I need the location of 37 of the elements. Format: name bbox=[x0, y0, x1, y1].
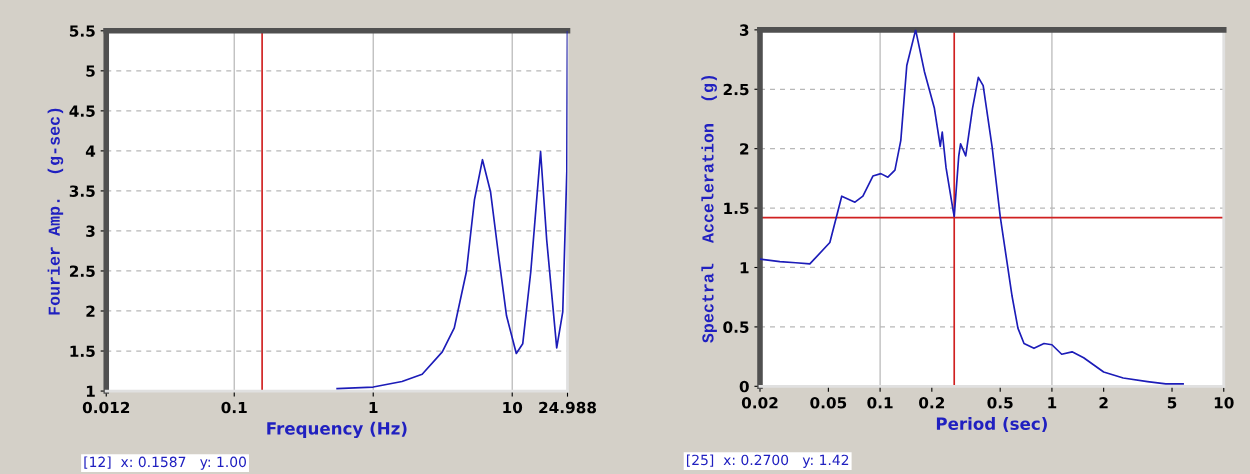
x-tick-label: 5 bbox=[1167, 397, 1177, 409]
x-tick-label: 2 bbox=[1099, 397, 1108, 409]
x-tick-label: 1 bbox=[1048, 397, 1057, 409]
y-tick-label: 0.5 bbox=[723, 321, 749, 333]
x-tick-label: 24.988 bbox=[539, 401, 597, 414]
y-tick-label: 2 bbox=[86, 305, 95, 317]
y-tick-label: 5.5 bbox=[69, 25, 95, 37]
x-tick-label: 10 bbox=[503, 401, 523, 414]
x-tick-label: 0.012 bbox=[82, 401, 130, 414]
x-tick-label: 1 bbox=[369, 401, 378, 414]
y-tick-label: 2 bbox=[740, 143, 749, 155]
x-tick-label: 0.1 bbox=[221, 401, 247, 414]
y-tick-label: 4 bbox=[85, 145, 96, 157]
y-axis-title: Fourier Amp. (g-sec) bbox=[47, 108, 64, 315]
x-tick-label: 10 bbox=[1214, 397, 1234, 409]
y-tick-label: 1 bbox=[740, 262, 749, 274]
y-tick-label: 3 bbox=[86, 225, 95, 237]
y-tick-label: 2.5 bbox=[69, 265, 95, 277]
x-tick-label: 0.02 bbox=[741, 397, 778, 409]
x-axis-title: Frequency (Hz) bbox=[267, 421, 407, 439]
x-axis-title: Period (sec) bbox=[936, 417, 1047, 432]
text: [25] x: 0.2700 y: 1.42 bbox=[686, 454, 849, 468]
y-tick-label: 0 bbox=[739, 380, 749, 393]
y-tick-label: 2.5 bbox=[723, 83, 749, 96]
x-tick-label: 0.05 bbox=[810, 397, 847, 409]
text: [12] x: 0.1587 y: 1.00 bbox=[84, 456, 246, 470]
y-tick-label: 4.5 bbox=[69, 105, 95, 117]
y-axis-title: Spectral Acceleration (g) bbox=[701, 75, 717, 343]
y-tick-label: 5 bbox=[86, 65, 95, 77]
x-tick-label: 0.2 bbox=[919, 397, 945, 409]
y-tick-label: 1.5 bbox=[724, 202, 749, 215]
y-tick-label: 1.5 bbox=[70, 345, 95, 358]
x-tick-label: 0.1 bbox=[867, 397, 893, 409]
y-tick-label: 3 bbox=[739, 24, 749, 36]
x-tick-label: 0.5 bbox=[987, 397, 1013, 409]
y-tick-label: 1 bbox=[86, 385, 95, 397]
y-tick-label: 3.5 bbox=[69, 185, 95, 197]
